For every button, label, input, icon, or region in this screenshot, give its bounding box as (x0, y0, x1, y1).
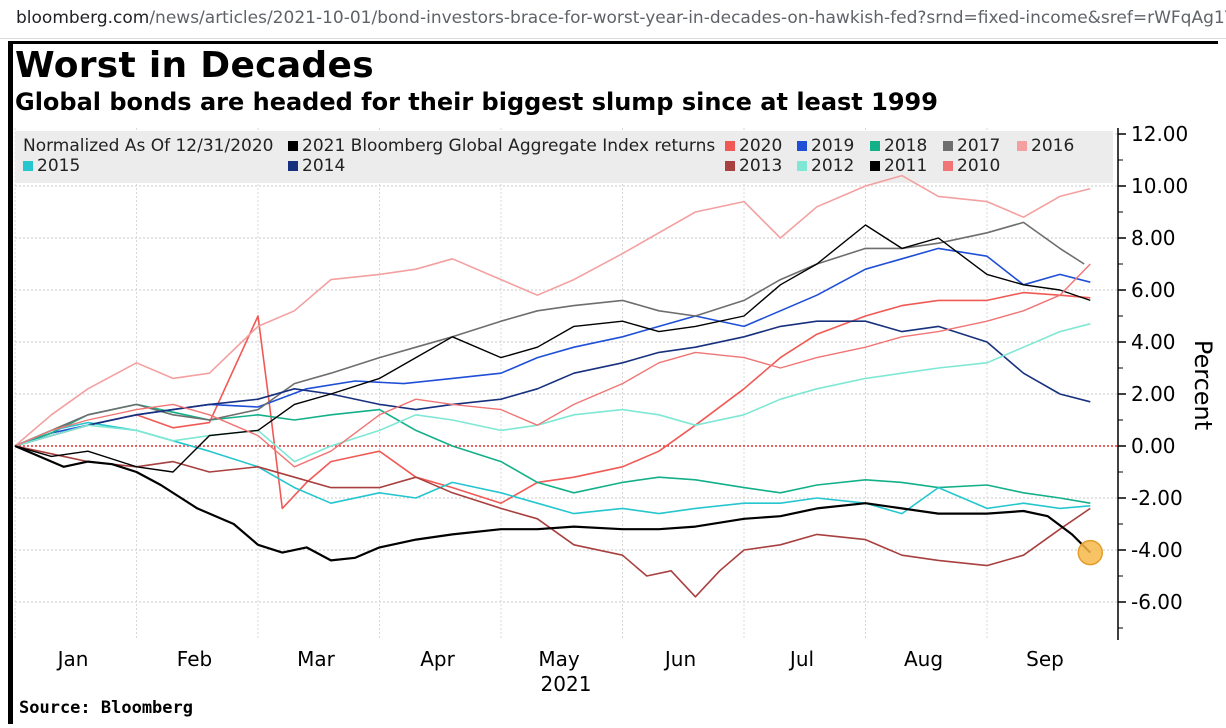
legend-swatch (725, 141, 735, 151)
series-line-2020 (14, 291, 1091, 510)
y-tick-label: 10.00 (1131, 174, 1188, 198)
series-line-2012 (14, 323, 1091, 463)
legend-background (15, 131, 1113, 183)
x-tick-label: Mar (297, 647, 336, 671)
series-line-2016 (14, 174, 1091, 447)
legend-item: 2020 (739, 136, 782, 156)
y-tick-label: 8.00 (1131, 226, 1176, 250)
legend-swatch (870, 141, 880, 151)
url-text[interactable]: bloomberg.com/news/articles/2021-10-01/b… (16, 8, 1226, 28)
legend-item: 2012 (811, 156, 854, 176)
legend-item: 2011 (884, 156, 927, 176)
legend-swatch (288, 141, 298, 151)
legend-swatch (797, 161, 807, 171)
legend-item: 2010 (957, 156, 1000, 176)
series-line-2013 (14, 445, 1091, 598)
y-axis-title: Percent (1189, 340, 1217, 430)
series-line-2010 (14, 263, 1091, 468)
legend-swatch (288, 161, 298, 171)
y-tick-label: 12.00 (1131, 122, 1188, 146)
series-line-2015 (14, 421, 1091, 515)
series-line-2011 (14, 224, 1091, 473)
legend-swatch (23, 161, 33, 171)
legend-item: 2015 (37, 156, 80, 176)
x-tick-label: Jul (788, 647, 814, 671)
series-line-2018 (14, 403, 1091, 504)
x-axis-year-label: 2021 (541, 672, 592, 696)
x-tick-label: Feb (177, 647, 212, 671)
x-tick-label: Apr (420, 647, 455, 671)
legend-item: 2017 (957, 136, 1000, 156)
y-tick-label: 0.00 (1131, 434, 1176, 458)
series-line-2014 (14, 320, 1091, 447)
legend-item: 2014 (302, 156, 345, 176)
legend-swatch (943, 141, 953, 151)
legend-swatch (870, 161, 880, 171)
x-tick-label: Sep (1026, 647, 1064, 671)
legend-note: Normalized As Of 12/31/2020 (23, 136, 273, 156)
y-tick-label: 6.00 (1131, 278, 1176, 302)
chart-title: Worst in Decades (15, 45, 374, 86)
x-tick-label: Jun (663, 647, 696, 671)
x-tick-label: May (538, 647, 580, 671)
legend-item: 2013 (739, 156, 782, 176)
y-tick-label: -6.00 (1131, 590, 1183, 614)
legend-swatch (725, 161, 735, 171)
browser-address-bar[interactable]: ​ bloomberg.com/news/articles/2021-10-01… (0, 0, 1226, 39)
y-tick-label: 2.00 (1131, 382, 1176, 406)
legend-swatch (1017, 141, 1027, 151)
y-tick-label: -2.00 (1131, 486, 1183, 510)
x-tick-label: Aug (904, 647, 943, 671)
y-tick-label: 4.00 (1131, 330, 1176, 354)
legend-item: 2016 (1031, 136, 1074, 156)
series-line-2017 (14, 221, 1085, 447)
legend-item: 2021 Bloomberg Global Aggregate Index re… (302, 136, 715, 156)
legend-item: 2018 (884, 136, 927, 156)
chart-subtitle: Global bonds are headed for their bigges… (15, 88, 938, 116)
y-tick-label: -4.00 (1131, 538, 1183, 562)
x-tick-label: Jan (56, 647, 89, 671)
legend-swatch (943, 161, 953, 171)
legend-swatch (797, 141, 807, 151)
legend-item: 2019 (811, 136, 854, 156)
highlight-marker (1077, 539, 1104, 566)
source-note: Source: Bloomberg (19, 698, 193, 718)
url-path: /news/articles/2021-10-01/bond-investors… (149, 8, 1226, 28)
url-host: bloomberg.com (16, 8, 150, 28)
series-line-2021-bloomberg-global-aggregate-index-returns (14, 444, 1092, 562)
